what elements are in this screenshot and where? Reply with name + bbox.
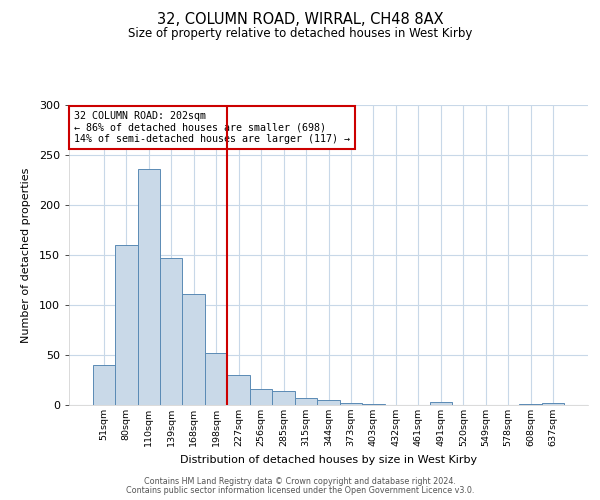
Bar: [92, 365, 115, 405]
Bar: [272, 391, 295, 405]
Bar: [160, 258, 182, 405]
Text: 32 COLUMN ROAD: 202sqm
← 86% of detached houses are smaller (698)
14% of semi-de: 32 COLUMN ROAD: 202sqm ← 86% of detached…: [74, 111, 350, 144]
Y-axis label: Number of detached properties: Number of detached properties: [20, 168, 31, 342]
Bar: [205, 353, 227, 405]
Bar: [430, 402, 452, 405]
Bar: [227, 375, 250, 405]
Bar: [542, 403, 565, 405]
Text: Contains HM Land Registry data © Crown copyright and database right 2024.: Contains HM Land Registry data © Crown c…: [144, 477, 456, 486]
Bar: [115, 245, 137, 405]
Bar: [182, 294, 205, 405]
Text: Size of property relative to detached houses in West Kirby: Size of property relative to detached ho…: [128, 28, 472, 40]
Bar: [250, 389, 272, 405]
Bar: [362, 404, 385, 405]
Text: Contains public sector information licensed under the Open Government Licence v3: Contains public sector information licen…: [126, 486, 474, 495]
Bar: [317, 400, 340, 405]
Bar: [295, 398, 317, 405]
Text: 32, COLUMN ROAD, WIRRAL, CH48 8AX: 32, COLUMN ROAD, WIRRAL, CH48 8AX: [157, 12, 443, 28]
Bar: [137, 169, 160, 405]
Bar: [340, 403, 362, 405]
X-axis label: Distribution of detached houses by size in West Kirby: Distribution of detached houses by size …: [180, 454, 477, 464]
Bar: [520, 404, 542, 405]
